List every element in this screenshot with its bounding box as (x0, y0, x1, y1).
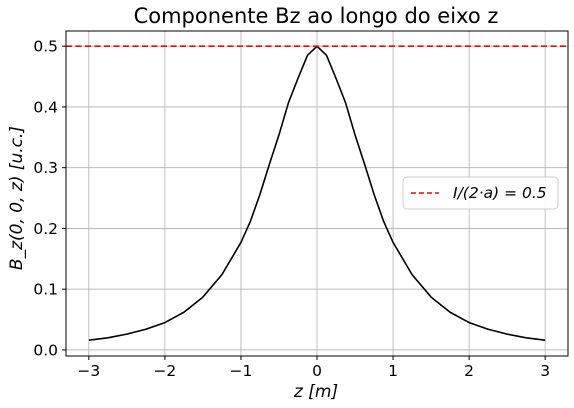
legend-label-reference-line: I/(2·a) = 0.5 (453, 184, 547, 202)
x-axis-ticks: −3 −2 −1 0 1 2 3 (77, 356, 550, 380)
y-axis-label: B_z(0, 0, z) [u.c.] (7, 126, 27, 270)
series-layer (66, 45, 568, 342)
chart-title: Componente Bz ao longo do eixo z (134, 4, 499, 28)
x-tick-label: −3 (77, 362, 100, 380)
legend-box (402, 176, 559, 210)
y-tick-label: 0.5 (33, 38, 58, 56)
x-tick-label: 1 (388, 362, 398, 380)
y-tick-label: 0.3 (33, 159, 58, 177)
x-tick-label: 3 (540, 362, 550, 380)
y-tick-label: 0.1 (33, 281, 58, 299)
x-tick-label: −2 (153, 362, 176, 380)
x-tick-label: −1 (230, 362, 253, 380)
grid (66, 31, 568, 356)
legend: I/(2·a) = 0.5 (402, 176, 559, 210)
x-axis-label: z [m] (293, 382, 338, 402)
y-tick-label: 0.4 (33, 98, 58, 116)
x-tick-label: 2 (464, 362, 474, 380)
y-tick-label: 0.2 (33, 220, 58, 238)
y-axis-ticks: 0.0 0.1 0.2 0.3 0.4 0.5 (33, 38, 66, 359)
y-tick-label: 0.0 (33, 341, 58, 359)
x-tick-label: 0 (312, 362, 322, 380)
